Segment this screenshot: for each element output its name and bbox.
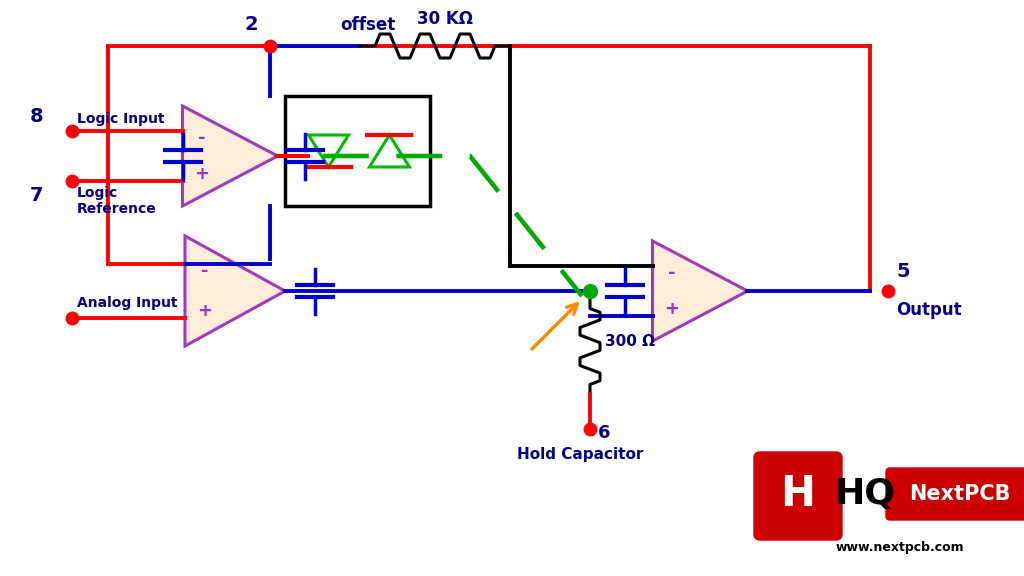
- Text: Logic Input: Logic Input: [77, 112, 165, 126]
- Text: 8: 8: [30, 107, 44, 126]
- Text: Output: Output: [896, 301, 962, 319]
- Bar: [285, 96, 430, 206]
- Text: +: +: [664, 300, 679, 318]
- Text: HQ: HQ: [835, 477, 896, 511]
- Text: H: H: [780, 473, 815, 515]
- Text: 30 KΩ: 30 KΩ: [417, 10, 473, 28]
- Text: NextPCB: NextPCB: [909, 484, 1011, 504]
- Text: 2: 2: [245, 15, 258, 34]
- Polygon shape: [182, 106, 278, 206]
- Text: Logic
Reference: Logic Reference: [77, 186, 157, 216]
- FancyBboxPatch shape: [886, 468, 1024, 520]
- Text: +: +: [194, 165, 209, 183]
- Text: www.nextpcb.com: www.nextpcb.com: [836, 541, 965, 554]
- Polygon shape: [652, 241, 748, 341]
- Text: 6: 6: [598, 424, 610, 442]
- Text: -: -: [198, 129, 205, 147]
- Text: 300 Ω: 300 Ω: [605, 335, 655, 350]
- Text: -: -: [668, 264, 675, 282]
- Text: Analog Input: Analog Input: [77, 296, 177, 310]
- Text: -: -: [202, 262, 209, 280]
- Text: offset: offset: [340, 16, 395, 34]
- Text: 5: 5: [896, 262, 909, 281]
- Text: Hold Capacitor: Hold Capacitor: [517, 447, 643, 462]
- Text: 7: 7: [30, 186, 43, 205]
- Text: +: +: [198, 302, 213, 320]
- Polygon shape: [185, 236, 285, 346]
- FancyBboxPatch shape: [754, 452, 842, 540]
